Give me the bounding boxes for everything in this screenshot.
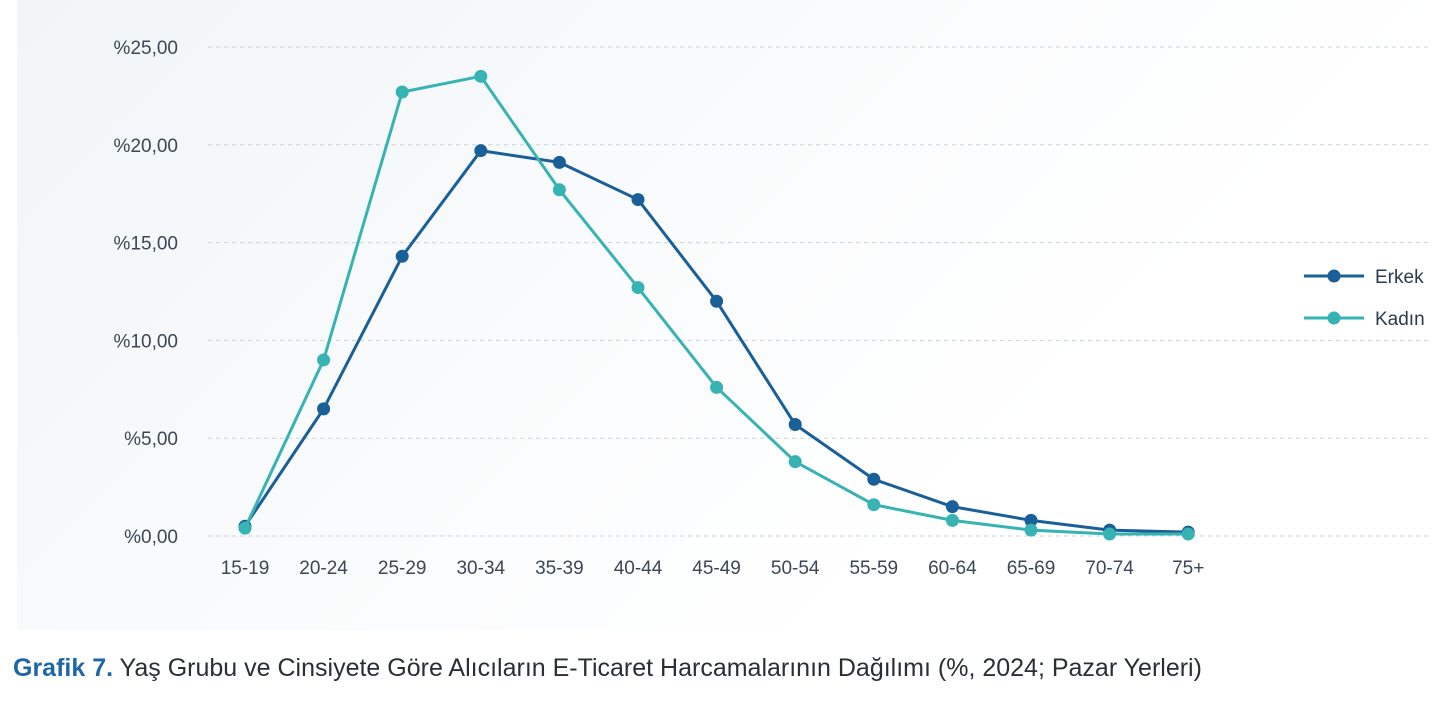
caption-label: Grafik 7.	[13, 654, 114, 682]
legend-swatch-marker	[1327, 269, 1341, 283]
data-point	[317, 402, 331, 416]
data-point	[867, 498, 881, 512]
x-tick-label: 60-64	[928, 558, 977, 579]
x-tick-label: 30-34	[456, 558, 505, 579]
data-point	[395, 249, 409, 263]
x-axis-ticks: 15-19 20-24 25-29 30-34 35-39 40-44 45-49 50-54…	[221, 558, 1205, 579]
caption-text: Yaş Grubu ve Cinsiyete Göre Alıcıların E…	[113, 654, 1202, 682]
x-tick-label: 65-69	[1007, 558, 1056, 579]
data-point	[552, 155, 566, 169]
data-point	[945, 500, 959, 514]
data-point	[788, 418, 802, 432]
y-tick-label: %15,00	[114, 234, 178, 255]
x-tick-label: 25-29	[378, 558, 427, 579]
y-tick-label: %5,00	[124, 429, 178, 450]
data-point	[238, 521, 252, 535]
data-point	[867, 472, 881, 486]
y-tick-label: %20,00	[114, 136, 178, 157]
data-point	[945, 513, 959, 527]
data-point	[474, 144, 488, 158]
x-tick-label: 40-44	[614, 558, 663, 579]
x-tick-label: 70-74	[1085, 558, 1134, 579]
legend-label: Kadın	[1375, 309, 1425, 330]
data-point	[631, 193, 645, 207]
data-point	[631, 281, 645, 295]
y-tick-label: %10,00	[114, 331, 178, 352]
data-point	[710, 294, 724, 308]
data-point	[395, 85, 409, 99]
x-tick-label: 20-24	[299, 558, 348, 579]
chart-background	[17, 0, 1456, 630]
data-point	[710, 380, 724, 394]
x-tick-label: 45-49	[692, 558, 741, 579]
chart-caption: Grafik 7. Yaş Grubu ve Cinsiyete Göre Al…	[13, 654, 1202, 683]
x-tick-label: 35-39	[535, 558, 584, 579]
data-point	[1024, 513, 1038, 527]
data-point	[788, 455, 802, 469]
y-tick-label: %25,00	[114, 38, 178, 59]
x-tick-label: 55-59	[849, 558, 898, 579]
series-group	[238, 69, 1195, 541]
x-tick-label: 75+	[1172, 558, 1204, 579]
x-tick-label: 15-19	[221, 558, 270, 579]
series-kadin	[238, 69, 1195, 541]
legend-item: Kadın	[1304, 309, 1425, 330]
y-axis-ticks: %0,00 %5,00 %10,00 %15,00 %20,00 %25,00	[114, 38, 178, 548]
data-point	[552, 183, 566, 197]
series-line	[243, 149, 1189, 534]
data-point	[474, 69, 488, 83]
y-tick-label: %0,00	[124, 527, 178, 548]
data-point	[317, 353, 331, 367]
series-erkek	[238, 144, 1195, 539]
data-point	[1024, 523, 1038, 537]
x-tick-label: 50-54	[771, 558, 820, 579]
line-chart: %0,00 %5,00 %10,00 %15,00 %20,00 %25,00 15-19…	[114, 38, 1430, 579]
grid-lines	[208, 46, 1430, 537]
legend-item: Erkek	[1304, 267, 1424, 288]
legend-swatch-marker	[1327, 311, 1341, 325]
data-point	[1103, 527, 1117, 541]
legend: Erkek Kadın	[1304, 267, 1425, 330]
data-point	[1181, 527, 1195, 541]
legend-label: Erkek	[1375, 267, 1424, 288]
